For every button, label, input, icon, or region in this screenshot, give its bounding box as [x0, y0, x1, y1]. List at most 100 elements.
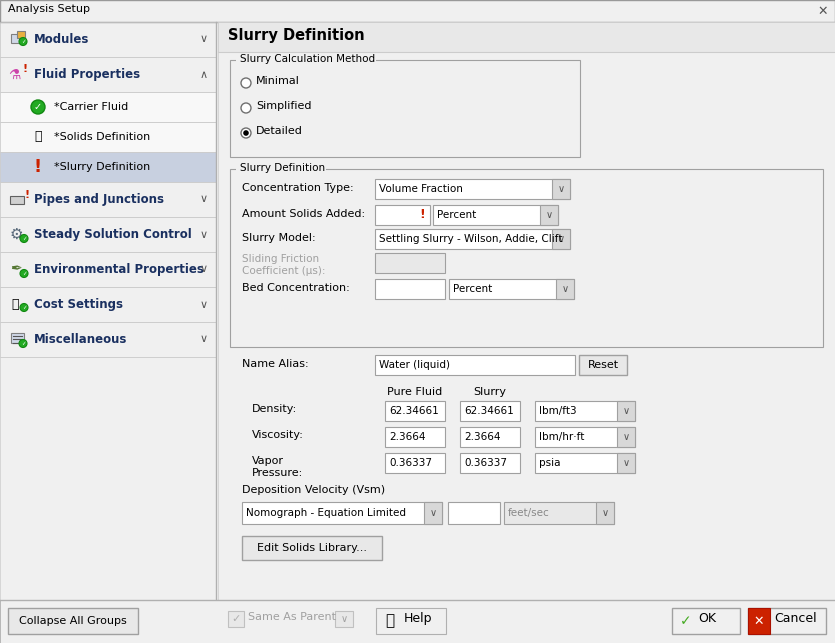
Bar [460, 453, 520, 473]
Bar [375, 229, 570, 249]
Bar [385, 453, 445, 473]
Text: 🔑: 🔑 [386, 613, 395, 628]
Text: Edit Solids Library...: Edit Solids Library... [257, 543, 367, 553]
Bar [376, 608, 446, 634]
Bar [17, 30, 25, 37]
Text: psia: psia [539, 458, 560, 468]
Bar [0, 322, 216, 357]
Text: ∨: ∨ [622, 432, 630, 442]
Text: 0.36337: 0.36337 [464, 458, 507, 468]
Text: ∨: ∨ [601, 508, 609, 518]
Text: Percent: Percent [437, 210, 476, 220]
Bar [433, 205, 558, 225]
Text: Volume Fraction: Volume Fraction [379, 184, 463, 194]
Bar [375, 279, 445, 299]
Circle shape [241, 78, 251, 88]
Circle shape [20, 235, 28, 242]
Bar [535, 401, 635, 421]
Text: 62.34661: 62.34661 [464, 406, 514, 416]
Bar [535, 427, 635, 447]
Text: Pure Fluid: Pure Fluid [387, 387, 443, 397]
Bar [748, 608, 770, 634]
Text: Miscellaneous: Miscellaneous [34, 333, 128, 346]
Bar [228, 611, 244, 627]
Bar [0, 152, 216, 182]
Text: 🏃: 🏃 [34, 131, 42, 143]
Bar [0, 217, 216, 252]
Bar [617, 427, 635, 447]
Text: ∨: ∨ [200, 194, 208, 204]
Bar [552, 229, 570, 249]
Text: ∨: ∨ [200, 334, 208, 345]
Bar [0, 22, 216, 600]
Text: ✓: ✓ [22, 305, 27, 310]
Text: ✓: ✓ [21, 341, 25, 346]
Circle shape [243, 130, 249, 136]
Text: Slurry Calculation Method: Slurry Calculation Method [240, 54, 375, 64]
Bar [0, 22, 216, 57]
Text: Slurry: Slurry [473, 387, 507, 397]
Text: ∨: ∨ [200, 35, 208, 44]
Circle shape [19, 340, 27, 347]
Bar [0, 0, 835, 22]
Text: Fluid Properties: Fluid Properties [34, 68, 140, 81]
Bar [236, 163, 326, 175]
Text: *Solids Definition: *Solids Definition [54, 132, 150, 142]
Text: 0.36337: 0.36337 [389, 458, 432, 468]
Bar [218, 22, 835, 52]
Text: ∨: ∨ [622, 406, 630, 416]
Circle shape [31, 100, 45, 114]
Text: ✓: ✓ [22, 271, 27, 276]
Text: !: ! [419, 208, 425, 221]
Text: ✓: ✓ [231, 614, 240, 624]
Text: Pipes and Junctions: Pipes and Junctions [34, 193, 164, 206]
Text: Sliding Friction
Coefficient (μs):: Sliding Friction Coefficient (μs): [242, 254, 326, 276]
Text: Simplified: Simplified [256, 101, 311, 111]
Text: ✒: ✒ [10, 262, 22, 276]
Text: lbm/hr·ft: lbm/hr·ft [539, 432, 584, 442]
Text: Steady Solution Control: Steady Solution Control [34, 228, 192, 241]
Text: Density:: Density: [252, 404, 297, 414]
Text: Slurry Model:: Slurry Model: [242, 233, 316, 243]
Text: ∨: ∨ [561, 284, 569, 294]
Bar [0, 57, 216, 92]
Bar [236, 54, 376, 66]
Text: Nomograph - Equation Limited: Nomograph - Equation Limited [246, 508, 406, 518]
Text: 62.34661: 62.34661 [389, 406, 438, 416]
Bar [617, 453, 635, 473]
Bar [748, 608, 826, 634]
Text: Vapor
Pressure:: Vapor Pressure: [252, 456, 303, 478]
Text: Minimal: Minimal [256, 76, 300, 86]
Bar [552, 179, 570, 199]
Text: Concentration Type:: Concentration Type: [242, 183, 354, 193]
Text: *Carrier Fluid: *Carrier Fluid [54, 102, 129, 112]
Text: Help: Help [404, 612, 433, 625]
Text: ∧: ∧ [200, 69, 208, 80]
Text: !: ! [34, 158, 42, 176]
Bar [375, 179, 570, 199]
Text: Detailed: Detailed [256, 126, 303, 136]
Text: 2.3664: 2.3664 [389, 432, 426, 442]
Circle shape [20, 269, 28, 278]
Text: Settling Slurry - Wilson, Addie, Clift: Settling Slurry - Wilson, Addie, Clift [379, 234, 563, 244]
Text: ✓: ✓ [22, 236, 27, 241]
Circle shape [241, 128, 251, 138]
Bar [579, 355, 627, 375]
Text: ✓: ✓ [21, 39, 25, 44]
Text: *Slurry Definition: *Slurry Definition [54, 162, 150, 172]
Bar [375, 253, 445, 273]
Text: ✕: ✕ [817, 5, 828, 17]
Text: Cancel: Cancel [774, 612, 817, 625]
Bar [375, 355, 575, 375]
Text: ✓: ✓ [34, 102, 42, 112]
Bar [460, 427, 520, 447]
Bar [218, 22, 835, 600]
Text: ∨: ∨ [429, 508, 437, 518]
Text: Analysis Setup: Analysis Setup [8, 4, 90, 14]
Text: ∨: ∨ [558, 184, 564, 194]
Circle shape [241, 103, 251, 113]
Bar [385, 401, 445, 421]
Text: Water (liquid): Water (liquid) [379, 360, 450, 370]
Text: ✓: ✓ [681, 614, 692, 628]
Bar [11, 33, 22, 42]
